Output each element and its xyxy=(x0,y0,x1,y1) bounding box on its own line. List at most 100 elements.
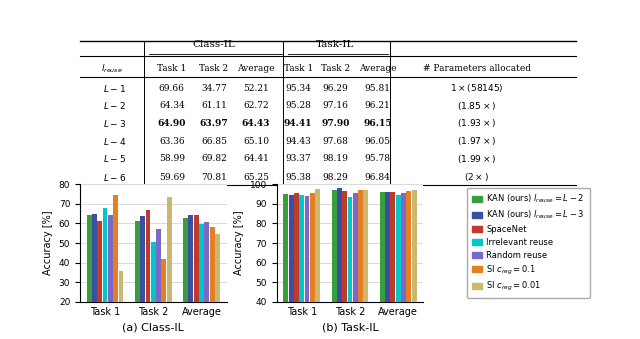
Bar xyxy=(210,227,214,339)
Y-axis label: Accuracy [%]: Accuracy [%] xyxy=(44,211,53,275)
Text: 96.21: 96.21 xyxy=(365,101,390,111)
Text: Task 2: Task 2 xyxy=(321,64,350,73)
Text: Task 1: Task 1 xyxy=(284,64,313,73)
Bar xyxy=(412,190,417,339)
Text: $L - 2$: $L - 2$ xyxy=(103,100,126,112)
Text: 58.99: 58.99 xyxy=(159,154,185,163)
Bar xyxy=(135,221,140,339)
Text: 61.11: 61.11 xyxy=(201,101,227,111)
Bar xyxy=(358,190,363,339)
Bar xyxy=(102,208,108,339)
Bar xyxy=(364,190,369,339)
Text: $L - 4$: $L - 4$ xyxy=(103,136,126,146)
Bar xyxy=(151,242,156,339)
Text: 97.68: 97.68 xyxy=(323,137,348,145)
Text: # Parameters allocated: # Parameters allocated xyxy=(423,64,531,73)
Text: 96.29: 96.29 xyxy=(323,84,348,93)
Bar xyxy=(118,272,124,339)
Bar xyxy=(310,193,315,339)
Text: 94.43: 94.43 xyxy=(285,137,311,145)
Text: $1\times(58145)$: $1\times(58145)$ xyxy=(450,82,504,94)
Text: $L - 6$: $L - 6$ xyxy=(103,172,126,183)
Text: $(1.85\times)$: $(1.85\times)$ xyxy=(457,100,497,112)
Text: Class-IL: Class-IL xyxy=(193,40,236,49)
Text: 95.78: 95.78 xyxy=(365,154,390,163)
Text: 94.41: 94.41 xyxy=(284,119,312,128)
Text: 63.97: 63.97 xyxy=(200,119,228,128)
Bar xyxy=(199,224,204,339)
Bar xyxy=(86,215,92,339)
Text: Average: Average xyxy=(237,64,275,73)
Bar xyxy=(300,195,304,339)
Bar xyxy=(401,193,406,339)
Bar xyxy=(194,215,198,339)
Text: Average: Average xyxy=(359,64,396,73)
Bar xyxy=(189,215,193,339)
Bar xyxy=(156,230,161,339)
Text: 64.41: 64.41 xyxy=(243,154,269,163)
Bar xyxy=(353,193,358,339)
Bar xyxy=(332,190,337,339)
Text: 96.15: 96.15 xyxy=(364,119,392,128)
Text: Task 1: Task 1 xyxy=(157,64,186,73)
Text: 96.05: 96.05 xyxy=(365,137,390,145)
Text: 95.28: 95.28 xyxy=(285,101,311,111)
Text: Task-IL: Task-IL xyxy=(316,40,355,49)
X-axis label: (b) Task-IL: (b) Task-IL xyxy=(322,322,378,332)
Text: 52.21: 52.21 xyxy=(243,84,269,93)
Text: 95.34: 95.34 xyxy=(285,84,311,93)
Text: 96.84: 96.84 xyxy=(365,173,390,182)
Text: 62.72: 62.72 xyxy=(243,101,269,111)
Text: $(1.97\times)$: $(1.97\times)$ xyxy=(457,135,497,147)
Bar xyxy=(294,193,299,339)
Text: 64.43: 64.43 xyxy=(242,119,270,128)
Text: 59.69: 59.69 xyxy=(159,173,185,182)
Text: 65.25: 65.25 xyxy=(243,173,269,182)
Text: $(1.99\times)$: $(1.99\times)$ xyxy=(457,153,497,165)
Text: $l_{reuse}$: $l_{reuse}$ xyxy=(101,62,123,75)
Text: 98.19: 98.19 xyxy=(323,154,348,163)
Text: 64.90: 64.90 xyxy=(157,119,186,128)
Bar xyxy=(204,222,209,339)
Bar xyxy=(316,189,320,339)
Text: $L - 1$: $L - 1$ xyxy=(103,83,126,94)
Bar xyxy=(348,197,353,339)
Bar xyxy=(390,192,396,339)
Text: $L - 3$: $L - 3$ xyxy=(103,118,126,129)
Text: 93.37: 93.37 xyxy=(285,154,311,163)
Bar xyxy=(97,221,102,339)
Bar xyxy=(380,192,385,339)
Bar xyxy=(385,192,390,339)
Bar xyxy=(108,215,113,339)
Bar xyxy=(342,191,347,339)
Bar xyxy=(284,194,288,339)
Text: 95.38: 95.38 xyxy=(285,173,311,182)
Text: 97.90: 97.90 xyxy=(321,119,349,128)
Text: 69.66: 69.66 xyxy=(159,84,185,93)
Text: $(2\times)$: $(2\times)$ xyxy=(464,172,490,183)
Legend: KAN (ours) $l_{reuse} = L - 2$, KAN (ours) $l_{reuse} = L - 3$, SpaceNet, Irrele: KAN (ours) $l_{reuse} = L - 2$, KAN (our… xyxy=(467,188,590,298)
Bar xyxy=(140,216,145,339)
Text: $(1.93\times)$: $(1.93\times)$ xyxy=(457,118,497,129)
Y-axis label: Accuracy [%]: Accuracy [%] xyxy=(234,211,244,275)
Text: Task 2: Task 2 xyxy=(199,64,228,73)
Bar xyxy=(113,195,118,339)
Bar xyxy=(215,234,220,339)
Text: 69.82: 69.82 xyxy=(201,154,227,163)
Text: 64.34: 64.34 xyxy=(159,101,184,111)
Bar xyxy=(337,188,342,339)
Text: 70.81: 70.81 xyxy=(201,173,227,182)
Text: 66.85: 66.85 xyxy=(201,137,227,145)
Bar xyxy=(406,191,412,339)
Bar xyxy=(289,195,294,339)
Text: 95.81: 95.81 xyxy=(365,84,390,93)
Bar xyxy=(167,197,172,339)
Bar xyxy=(161,259,166,339)
Bar xyxy=(305,196,310,339)
Text: $L - 5$: $L - 5$ xyxy=(103,153,126,164)
Text: 34.77: 34.77 xyxy=(201,84,227,93)
Text: 97.16: 97.16 xyxy=(323,101,348,111)
Bar xyxy=(396,195,401,339)
Text: 63.36: 63.36 xyxy=(159,137,184,145)
X-axis label: (a) Class-IL: (a) Class-IL xyxy=(122,322,184,332)
